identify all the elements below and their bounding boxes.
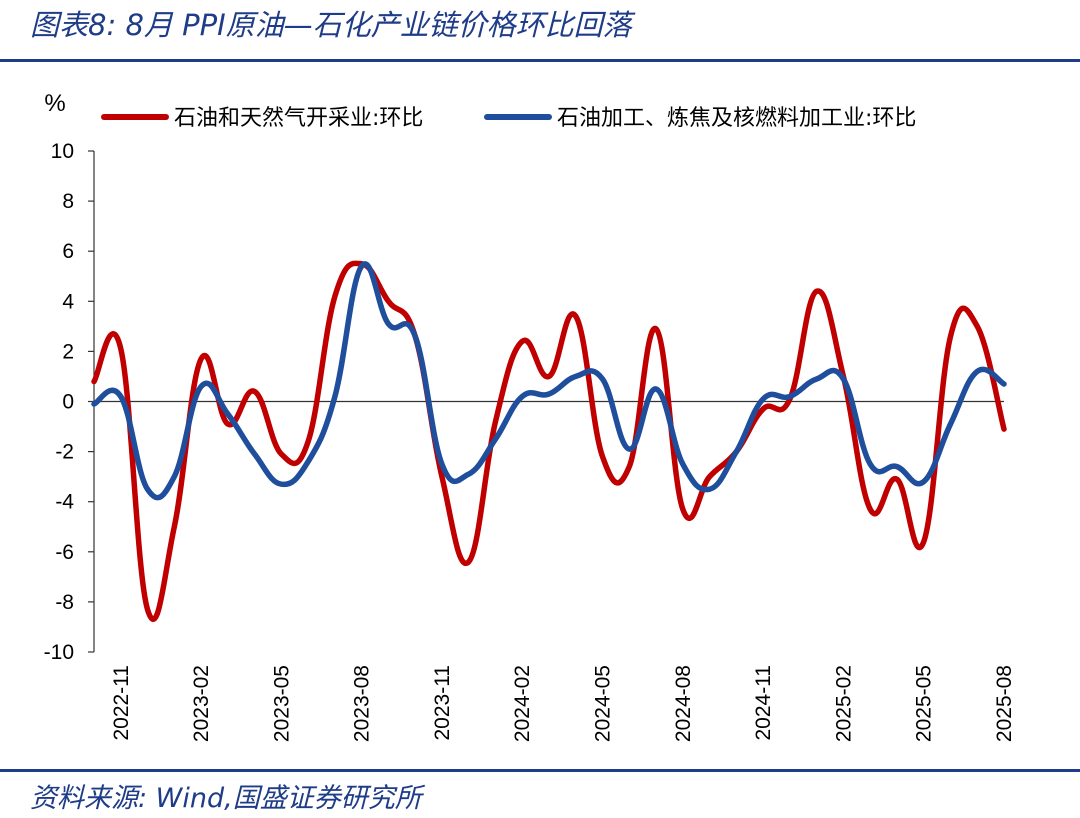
y-tick-label: 0 — [62, 391, 74, 414]
x-tick-label: 2025-05 — [913, 665, 936, 742]
series-group — [91, 260, 1007, 622]
x-tick-label: 2024-02 — [511, 665, 534, 742]
y-tick-label: 4 — [62, 290, 74, 313]
y-tick-label: -6 — [55, 541, 74, 564]
x-tick-label: 2024-11 — [752, 665, 775, 741]
x-tick-label: 2023-11 — [431, 665, 454, 741]
top-divider — [0, 59, 1080, 62]
x-tick-label: 2023-05 — [270, 665, 293, 742]
source-note: 资料来源: Wind,国盛证券研究所 — [30, 783, 422, 814]
x-tick-label: 2025-08 — [993, 665, 1016, 742]
legend: 石油和天然气开采业:环比 石油加工、炼焦及核燃料加工业:环比 — [101, 106, 916, 131]
x-tick-label: 2024-08 — [672, 665, 695, 742]
x-tick-label: 2023-08 — [351, 665, 374, 742]
legend-label-1: 石油和天然气开采业:环比 — [174, 106, 423, 131]
x-tick-label: 2024-05 — [592, 665, 615, 742]
y-unit-label: % — [44, 90, 65, 117]
y-tick-label: -4 — [55, 491, 74, 514]
x-tick-label: 2025-02 — [832, 665, 855, 742]
axes: 10 8 6 4 2 0 -2 -4 -6 -8 -10 2022-11 2023-02 2023-05 2… — [44, 140, 1016, 742]
figure-title: 图表8: 8月 PPI原油—石化产业链价格环比回落 — [30, 8, 632, 42]
y-tick-label: -2 — [55, 441, 74, 464]
series-line-1 — [91, 260, 1007, 622]
y-tick-label: -8 — [55, 591, 74, 614]
series-line-2 — [91, 261, 1007, 501]
y-tick-label: -10 — [44, 641, 74, 664]
x-tick-label: 2023-02 — [190, 665, 213, 742]
bottom-divider — [0, 769, 1080, 772]
x-tick-label: 2022-11 — [110, 665, 133, 741]
legend-label-2: 石油加工、炼焦及核燃料加工业:环比 — [557, 106, 916, 131]
y-tick-label: 6 — [62, 240, 74, 263]
y-tick-label: 8 — [62, 190, 74, 213]
y-tick-label: 10 — [51, 140, 74, 163]
y-tick-label: 2 — [62, 340, 74, 363]
